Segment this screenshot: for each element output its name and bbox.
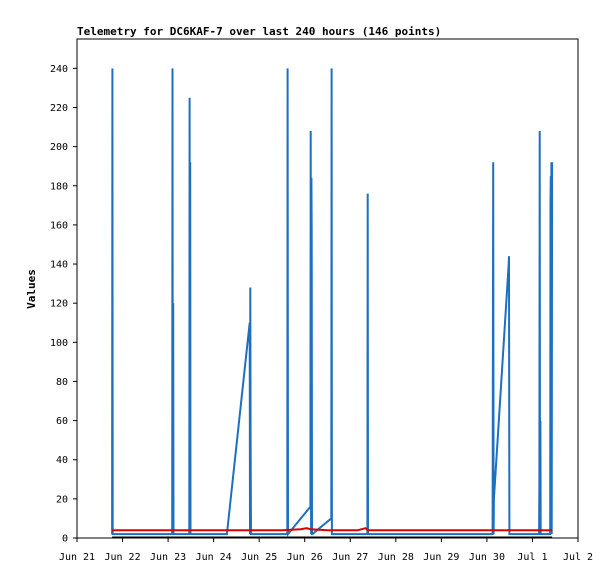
x-tick-label: Jun 28 (378, 552, 414, 563)
x-tick-label: Jun 21 (59, 552, 95, 563)
chart-title: Telemetry for DC6KAF-7 over last 240 hou… (77, 25, 441, 38)
x-tick-label: Jun 24 (196, 552, 232, 563)
y-tick-label: 180 (50, 181, 68, 192)
x-tick-label: Jun 29 (423, 552, 459, 563)
y-tick-label: 200 (50, 142, 68, 153)
y-tick-label: 240 (50, 64, 68, 75)
x-axis: Jun 21 Jun 22 Jun 23 Jun 24 Jun 25 Jun 26 Jun … (59, 538, 593, 563)
y-tick-label: 100 (50, 338, 68, 349)
y-tick-label: 0 (62, 534, 68, 545)
y-tick-label: 140 (50, 260, 68, 271)
x-tick-label: Jul 2 (563, 552, 593, 563)
series-line-0 (111, 68, 554, 537)
x-tick-label: Jun 26 (287, 552, 323, 563)
y-tick-label: 220 (50, 103, 68, 114)
y-tick-label: 60 (56, 416, 68, 427)
y-tick-label: 40 (56, 455, 68, 466)
series-line-1 (112, 527, 553, 532)
y-tick-label: 120 (50, 299, 68, 310)
y-tick-label: 20 (56, 494, 68, 505)
series-layer (111, 68, 554, 538)
x-tick-label: Jun 27 (332, 552, 368, 563)
x-tick-label: Jul 1 (517, 552, 547, 563)
plot-area (76, 38, 579, 539)
y-axis: 0 20 40 60 80 100 120 140 160 180 200 220 240 (50, 64, 77, 545)
x-tick-label: Jun 23 (150, 552, 186, 563)
y-tick-label: 160 (50, 220, 68, 231)
y-axis-label: Values (25, 269, 38, 309)
x-tick-label: Jun 22 (104, 552, 140, 563)
y-tick-label: 80 (56, 377, 68, 388)
x-tick-label: Jun 25 (241, 552, 277, 563)
x-tick-label: Jun 30 (469, 552, 505, 563)
